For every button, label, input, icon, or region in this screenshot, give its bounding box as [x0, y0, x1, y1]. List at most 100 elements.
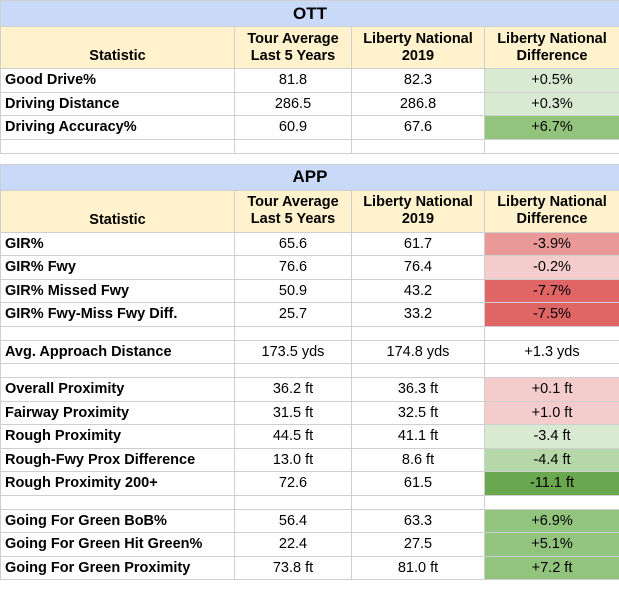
statistic-cell: Driving Distance — [0, 91, 235, 116]
liberty-2019-cell: 81.0 ft — [351, 555, 485, 580]
liberty-2019-cell: 41.1 ft — [351, 424, 485, 449]
difference-cell: -0.2% — [484, 255, 619, 280]
tour-average-cell: 76.6 — [234, 255, 352, 280]
section-gap — [0, 152, 619, 165]
tour-average-cell: 173.5 yds — [234, 339, 352, 364]
liberty-2019-cell: 8.6 ft — [351, 447, 485, 472]
spacer-cell — [351, 363, 485, 378]
difference-cell: +1.0 ft — [484, 400, 619, 425]
spacer-cell — [351, 325, 485, 341]
liberty-2019-cell: 67.6 — [351, 115, 485, 140]
liberty-national-2019-header: Liberty National 2019 — [351, 189, 485, 233]
statistic-cell: Good Drive% — [0, 68, 235, 93]
difference-cell: -11.1 ft — [484, 471, 619, 496]
difference-cell: -3.4 ft — [484, 424, 619, 449]
difference-cell: +0.5% — [484, 68, 619, 93]
tour-average-cell: 72.6 — [234, 471, 352, 496]
liberty-2019-cell: 33.2 — [351, 302, 485, 327]
stat-row-going-for-green-hit-green: Going For Green Hit Green% 22.4 27.5 +5.1% — [0, 532, 619, 557]
liberty-2019-cell: 76.4 — [351, 255, 485, 280]
statistic-header: Statistic — [0, 189, 235, 233]
statistic-cell: GIR% Fwy — [0, 255, 235, 280]
spacer-cell — [234, 494, 352, 510]
spacer-cell — [0, 325, 235, 341]
app-header-row: Statistic Tour Average Last 5 Years Libert… — [0, 189, 619, 233]
statistic-cell: Fairway Proximity — [0, 400, 235, 425]
liberty-national-2019-header: Liberty National 2019 — [351, 26, 485, 69]
statistic-cell: GIR% — [0, 231, 235, 256]
difference-cell: -7.5% — [484, 302, 619, 327]
stat-row-gir-missed-fwy: GIR% Missed Fwy 50.9 43.2 -7.7% — [0, 278, 619, 303]
stat-row-rough-proximity-200: Rough Proximity 200+ 72.6 61.5 -11.1 ft — [0, 471, 619, 496]
liberty-2019-cell: 61.7 — [351, 231, 485, 256]
spacer-cell — [0, 363, 235, 378]
spacer-cell — [234, 325, 352, 341]
tour-average-cell: 65.6 — [234, 231, 352, 256]
stat-row-good-drive: Good Drive% 81.8 82.3 +0.5% — [0, 68, 619, 93]
spacer-cell — [484, 138, 619, 154]
liberty-2019-cell: 286.8 — [351, 91, 485, 116]
spacer-cell — [351, 152, 485, 165]
tour-average-cell: 81.8 — [234, 68, 352, 93]
statistic-cell: Rough Proximity — [0, 424, 235, 449]
liberty-2019-cell: 61.5 — [351, 471, 485, 496]
app-title-row: APP — [0, 163, 619, 191]
spacer-cell — [0, 138, 235, 154]
statistic-cell: Driving Accuracy% — [0, 115, 235, 140]
tour-average-cell: 56.4 — [234, 508, 352, 533]
liberty-2019-cell: 43.2 — [351, 278, 485, 303]
app-group-spacer — [0, 494, 619, 510]
stats-table: OTT Statistic Tour Average Last 5 Years Lib… — [0, 0, 619, 580]
statistic-cell: Going For Green Proximity — [0, 555, 235, 580]
stat-row-rough-proximity: Rough Proximity 44.5 ft 41.1 ft -3.4 ft — [0, 424, 619, 449]
statistic-cell: Rough-Fwy Prox Difference — [0, 447, 235, 472]
stat-row-going-for-green-proximity: Going For Green Proximity 73.8 ft 81.0 ft +… — [0, 555, 619, 580]
ott-end-spacer — [0, 138, 619, 154]
difference-cell: +0.1 ft — [484, 377, 619, 402]
difference-cell: -7.7% — [484, 278, 619, 303]
tour-average-cell: 25.7 — [234, 302, 352, 327]
liberty-national-difference-header: Liberty National Difference — [484, 26, 619, 69]
stat-row-gir: GIR% 65.6 61.7 -3.9% — [0, 231, 619, 256]
difference-cell: +1.3 yds — [484, 339, 619, 364]
stat-row-rough-fwy-prox-difference: Rough-Fwy Prox Difference 13.0 ft 8.6 ft -4… — [0, 447, 619, 472]
difference-cell: -4.4 ft — [484, 447, 619, 472]
stat-row-avg-approach-distance: Avg. Approach Distance 173.5 yds 174.8 yds… — [0, 339, 619, 364]
statistic-cell: Overall Proximity — [0, 377, 235, 402]
liberty-2019-cell: 32.5 ft — [351, 400, 485, 425]
statistic-header: Statistic — [0, 26, 235, 69]
spacer-cell — [0, 494, 235, 510]
stat-row-overall-proximity: Overall Proximity 36.2 ft 36.3 ft +0.1 ft — [0, 377, 619, 402]
spacer-cell — [351, 138, 485, 154]
tour-average-cell: 44.5 ft — [234, 424, 352, 449]
tour-average-cell: 31.5 ft — [234, 400, 352, 425]
tour-average-cell: 60.9 — [234, 115, 352, 140]
app-group-spacer — [0, 325, 619, 341]
tour-average-cell: 36.2 ft — [234, 377, 352, 402]
difference-cell: +6.7% — [484, 115, 619, 140]
statistic-cell: GIR% Fwy-Miss Fwy Diff. — [0, 302, 235, 327]
spacer-cell — [0, 152, 235, 165]
tour-average-header: Tour Average Last 5 Years — [234, 26, 352, 69]
stat-row-going-for-green-bob: Going For Green BoB% 56.4 63.3 +6.9% — [0, 508, 619, 533]
liberty-2019-cell: 174.8 yds — [351, 339, 485, 364]
spacer-cell — [484, 152, 619, 165]
difference-cell: +6.9% — [484, 508, 619, 533]
stat-row-driving-distance: Driving Distance 286.5 286.8 +0.3% — [0, 91, 619, 116]
tour-average-cell: 286.5 — [234, 91, 352, 116]
app-section-title: APP — [0, 163, 619, 191]
stat-row-gir-fwy-miss-fwy-diff: GIR% Fwy-Miss Fwy Diff. 25.7 33.2 -7.5% — [0, 302, 619, 327]
tour-average-header: Tour Average Last 5 Years — [234, 189, 352, 233]
difference-cell: +0.3% — [484, 91, 619, 116]
statistic-cell: Going For Green Hit Green% — [0, 532, 235, 557]
tour-average-cell: 13.0 ft — [234, 447, 352, 472]
spacer-cell — [234, 152, 352, 165]
spacer-cell — [351, 494, 485, 510]
tour-average-cell: 22.4 — [234, 532, 352, 557]
difference-cell: +5.1% — [484, 532, 619, 557]
spacer-cell — [484, 494, 619, 510]
statistic-cell: GIR% Missed Fwy — [0, 278, 235, 303]
tour-average-cell: 73.8 ft — [234, 555, 352, 580]
difference-cell: +7.2 ft — [484, 555, 619, 580]
statistic-cell: Avg. Approach Distance — [0, 339, 235, 364]
